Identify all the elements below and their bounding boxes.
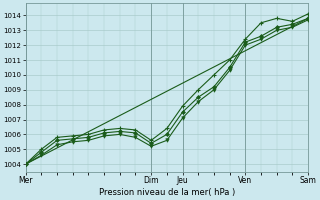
X-axis label: Pression niveau de la mer( hPa ): Pression niveau de la mer( hPa )	[99, 188, 235, 197]
